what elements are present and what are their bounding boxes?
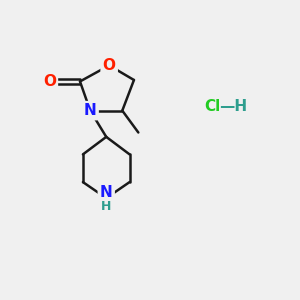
Text: O: O xyxy=(43,74,56,89)
Text: Cl: Cl xyxy=(205,99,221,114)
Text: —H: —H xyxy=(219,99,247,114)
Text: O: O xyxy=(103,58,116,73)
Text: N: N xyxy=(84,103,97,118)
Text: N: N xyxy=(100,185,112,200)
Text: H: H xyxy=(101,200,111,213)
